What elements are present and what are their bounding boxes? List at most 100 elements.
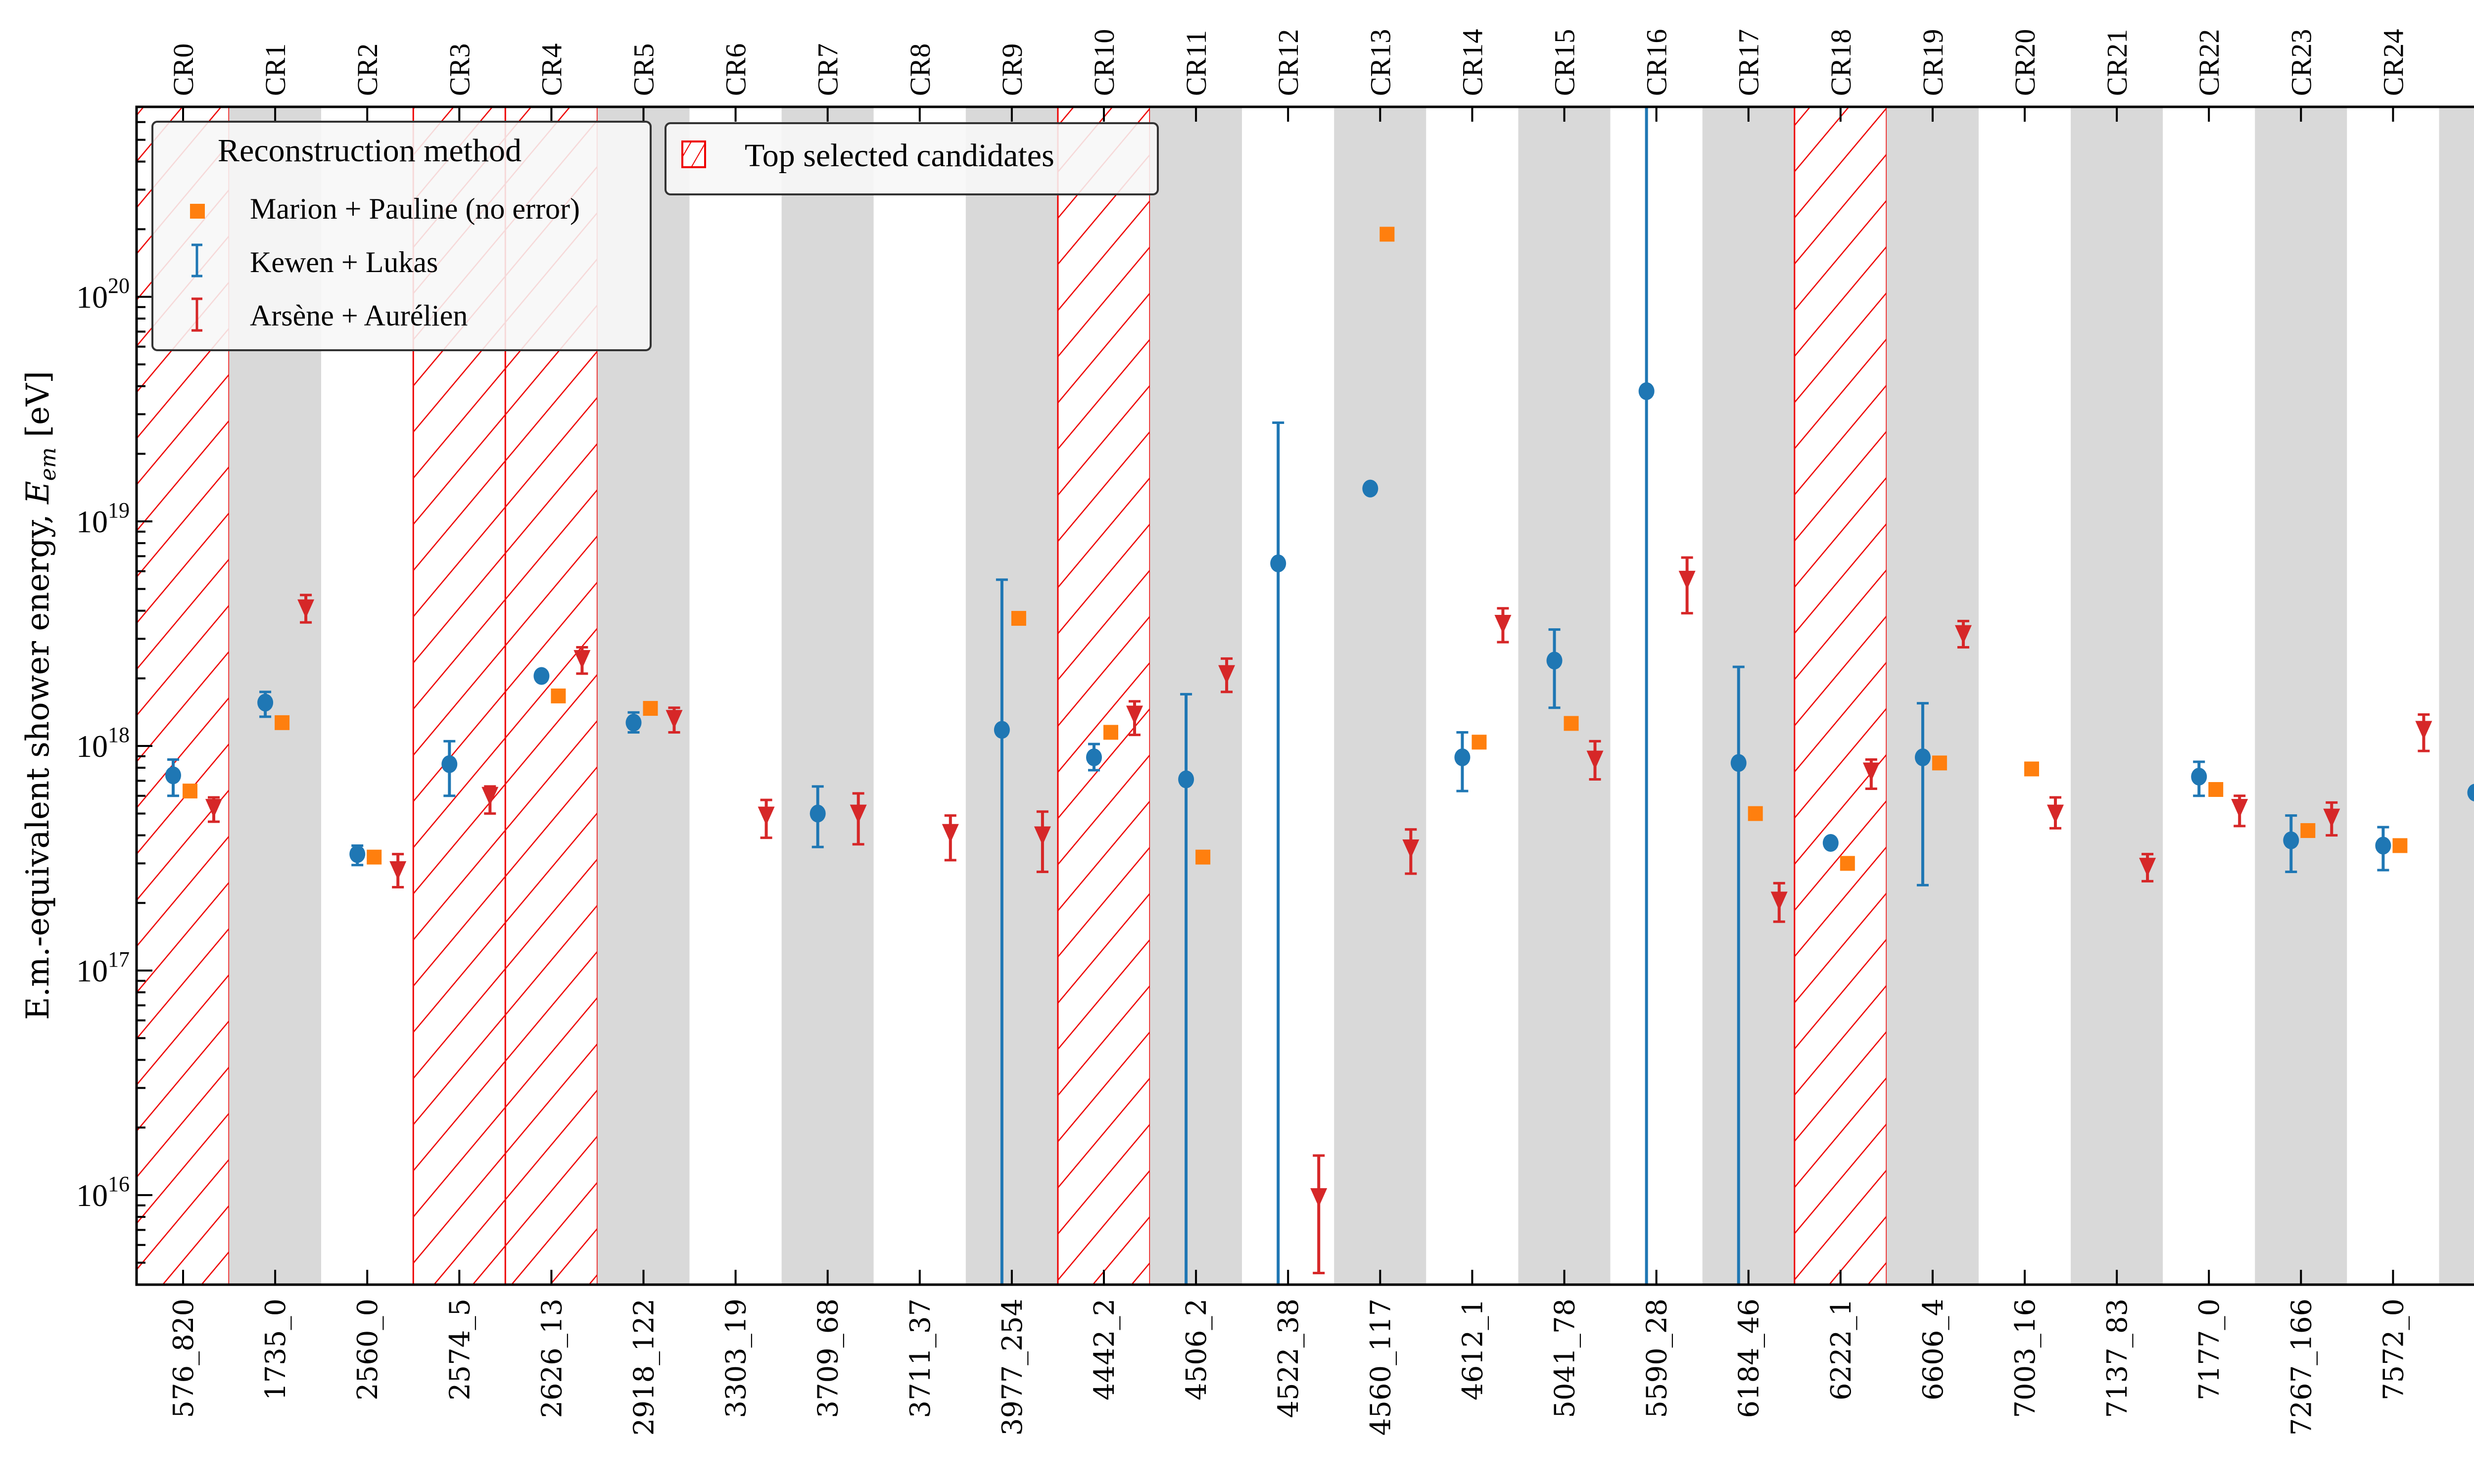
data-point <box>1678 556 1696 615</box>
square-marker <box>643 701 658 716</box>
triangle-marker <box>850 804 867 824</box>
legend-top-selected: Top selected candidates <box>665 122 1159 195</box>
triangle-marker <box>1586 750 1604 770</box>
triangle-marker <box>666 710 683 729</box>
candidate-band <box>1150 107 1242 1285</box>
data-point <box>165 758 181 797</box>
candidate-band <box>2071 107 2163 1285</box>
data-point <box>625 711 642 734</box>
square-marker <box>2024 761 2039 777</box>
legend-title: Reconstruction method <box>218 133 522 169</box>
square-marker <box>1103 725 1118 740</box>
triangle-marker <box>1954 625 1972 644</box>
data-point <box>1270 421 1286 1285</box>
candidate-bands <box>137 107 2474 1285</box>
triangle-marker <box>573 650 591 669</box>
data-point <box>942 814 959 862</box>
series-triangle-down <box>205 556 2432 1274</box>
bottom-tick-label: 7137_83 <box>2101 1298 2134 1418</box>
candidate-band <box>781 107 874 1285</box>
top-tick-label: CR23 <box>2285 29 2317 96</box>
candidate-band <box>2255 107 2347 1285</box>
circle-marker <box>2191 768 2207 786</box>
data-point <box>2024 761 2039 777</box>
square-marker <box>1840 856 1855 871</box>
data-point <box>1494 607 1512 644</box>
y-axis-label: E.m.-equivalent shower energy, Eem [eV] <box>20 371 61 1020</box>
triangle-marker <box>481 787 499 806</box>
top-tick-label: CR1 <box>259 44 291 96</box>
circle-marker <box>1822 834 1839 852</box>
top-tick-label: CR25 <box>2470 29 2474 96</box>
bottom-tick-label: 7003_16 <box>2009 1298 2042 1418</box>
bottom-tick-label: 3709_68 <box>812 1298 845 1418</box>
square-marker <box>275 715 290 730</box>
data-point <box>1178 693 1194 1285</box>
square-marker <box>1748 806 1763 821</box>
data-point <box>2375 826 2391 872</box>
y-tick-label: 1020 <box>76 274 130 315</box>
circle-marker <box>257 694 274 712</box>
square-marker <box>1380 227 1395 242</box>
top-tick-label: CR9 <box>996 44 1028 96</box>
data-point <box>2300 823 2316 838</box>
top-tick-label: CR20 <box>2009 29 2041 96</box>
candidate-band <box>689 107 782 1285</box>
data-point <box>1730 665 1747 1285</box>
bottom-tick-label: 5041_78 <box>1549 1298 1581 1418</box>
triangle-marker <box>2415 721 2432 740</box>
triangle-marker <box>1402 839 1420 858</box>
bottom-tick-label: 7572_0 <box>2378 1298 2410 1400</box>
top-tick-label: CR19 <box>1917 29 1949 96</box>
data-point <box>1840 856 1855 871</box>
top-tick-label: CR21 <box>2101 29 2133 96</box>
data-point <box>2139 853 2156 882</box>
circle-marker <box>1362 479 1379 498</box>
top-tick-label: CR24 <box>2377 29 2409 96</box>
data-point <box>2231 794 2248 828</box>
data-point <box>367 849 382 865</box>
legend-box <box>151 121 652 351</box>
top-tick-label: CR6 <box>720 44 752 96</box>
triangle-marker <box>2323 808 2340 828</box>
data-point <box>441 740 458 797</box>
bottom-tick-label: 4442_2 <box>1089 1298 1121 1400</box>
top-tick-label: CR14 <box>1456 29 1488 96</box>
square-marker <box>2392 838 2408 853</box>
top-tick-label: CR5 <box>628 44 660 96</box>
data-point <box>1034 810 1051 874</box>
data-point <box>2392 838 2408 853</box>
triangle-marker <box>758 806 775 826</box>
top-tick-label: CR15 <box>1549 29 1581 96</box>
data-point <box>183 784 197 799</box>
data-point <box>1086 742 1102 772</box>
top-tick-label: CR7 <box>812 44 844 96</box>
circle-marker <box>2283 831 2299 849</box>
candidate-band <box>1610 107 1703 1285</box>
bottom-tick-label: 7177_0 <box>2193 1298 2226 1400</box>
data-point <box>349 844 366 867</box>
data-point <box>1822 834 1839 852</box>
legend-entry-arsene-aurelien: Arsène + Aurélien <box>250 299 468 332</box>
bottom-tick-label: 4560_117 <box>1365 1298 1397 1436</box>
circle-marker <box>1546 651 1563 670</box>
triangle-marker <box>1862 762 1880 782</box>
x-axis-ticks: CR0 576_820 CR1 1735_0 CR2 2560_0 CR3 2574_5 CR4… <box>167 29 2474 1436</box>
bottom-tick-label: 4506_2 <box>1181 1298 1213 1400</box>
data-point <box>2415 713 2432 752</box>
triangle-marker <box>1034 826 1051 845</box>
square-marker <box>1472 735 1487 750</box>
triangle-marker <box>2231 799 2248 818</box>
data-point <box>1932 755 1947 771</box>
y-tick-label: 1018 <box>76 723 130 764</box>
bottom-tick-label: 6184_46 <box>1733 1298 1765 1418</box>
square-marker <box>1011 611 1026 626</box>
circle-marker <box>1086 748 1102 766</box>
circle-marker <box>441 755 458 773</box>
triangle-marker <box>1678 570 1696 590</box>
data-point <box>2191 760 2207 797</box>
data-point <box>850 792 867 846</box>
candidate-band <box>1426 107 1519 1285</box>
legend-entry-kewen-lukas: Kewen + Lukas <box>250 246 438 278</box>
circle-marker <box>165 766 181 785</box>
